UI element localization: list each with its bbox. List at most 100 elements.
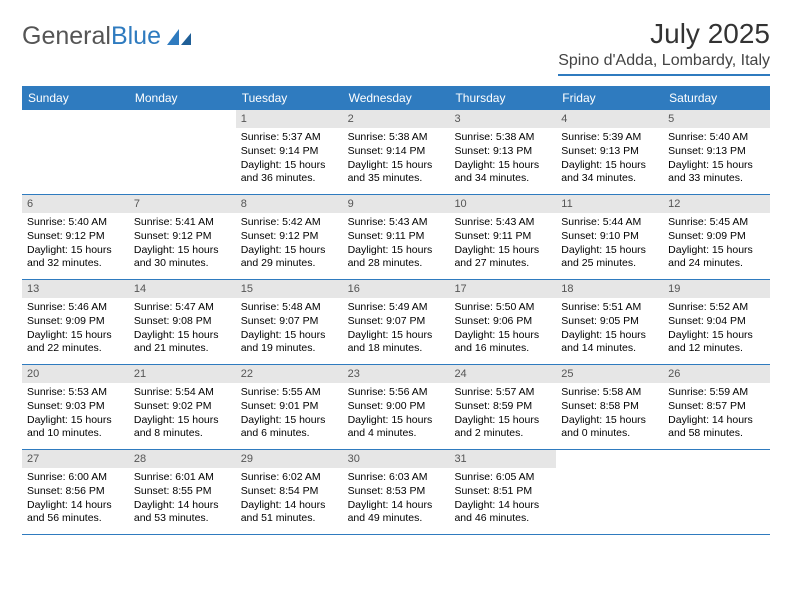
day-header: Monday: [129, 86, 236, 110]
weeks-container: 1Sunrise: 5:37 AMSunset: 9:14 PMDaylight…: [22, 110, 770, 535]
day-cell: 24Sunrise: 5:57 AMSunset: 8:59 PMDayligh…: [449, 365, 556, 449]
day-body: Sunrise: 6:05 AMSunset: 8:51 PMDaylight:…: [449, 468, 556, 530]
daylight-text: Daylight: 15 hours and 4 minutes.: [348, 414, 445, 441]
day-cell: 11Sunrise: 5:44 AMSunset: 9:10 PMDayligh…: [556, 195, 663, 279]
sunset-text: Sunset: 9:11 PM: [348, 230, 445, 244]
sunset-text: Sunset: 9:14 PM: [241, 145, 338, 159]
day-body: Sunrise: 5:42 AMSunset: 9:12 PMDaylight:…: [236, 213, 343, 275]
logo-text-blue: Blue: [111, 22, 161, 51]
day-number: 11: [556, 195, 663, 213]
day-body: Sunrise: 5:45 AMSunset: 9:09 PMDaylight:…: [663, 213, 770, 275]
daylight-text: Daylight: 15 hours and 35 minutes.: [348, 159, 445, 186]
day-number: 9: [343, 195, 450, 213]
day-cell: 27Sunrise: 6:00 AMSunset: 8:56 PMDayligh…: [22, 450, 129, 534]
sunset-text: Sunset: 9:12 PM: [134, 230, 231, 244]
day-cell: 23Sunrise: 5:56 AMSunset: 9:00 PMDayligh…: [343, 365, 450, 449]
sunset-text: Sunset: 9:12 PM: [241, 230, 338, 244]
daylight-text: Daylight: 15 hours and 0 minutes.: [561, 414, 658, 441]
daylight-text: Daylight: 15 hours and 27 minutes.: [454, 244, 551, 271]
sunrise-text: Sunrise: 5:37 AM: [241, 131, 338, 145]
daylight-text: Daylight: 15 hours and 14 minutes.: [561, 329, 658, 356]
day-cell: [663, 450, 770, 534]
sunrise-text: Sunrise: 5:43 AM: [348, 216, 445, 230]
day-number: 1: [236, 110, 343, 128]
day-body: Sunrise: 5:54 AMSunset: 9:02 PMDaylight:…: [129, 383, 236, 445]
day-cell: 14Sunrise: 5:47 AMSunset: 9:08 PMDayligh…: [129, 280, 236, 364]
day-body: Sunrise: 5:49 AMSunset: 9:07 PMDaylight:…: [343, 298, 450, 360]
day-number: 18: [556, 280, 663, 298]
day-number: 12: [663, 195, 770, 213]
logo: GeneralBlue: [22, 18, 193, 51]
day-cell: 13 Sunrise: 5:46 AMSunset: 9:09 PMDayligh…: [22, 280, 129, 364]
day-body: Sunrise: 5:37 AMSunset: 9:14 PMDaylight:…: [236, 128, 343, 190]
sunrise-text: Sunrise: 5:55 AM: [241, 386, 338, 400]
day-number: 21: [129, 365, 236, 383]
day-header: Thursday: [449, 86, 556, 110]
day-number: 15: [236, 280, 343, 298]
week-row: 1Sunrise: 5:37 AMSunset: 9:14 PMDaylight…: [22, 110, 770, 195]
day-cell: 28Sunrise: 6:01 AMSunset: 8:55 PMDayligh…: [129, 450, 236, 534]
daylight-text: Daylight: 14 hours and 58 minutes.: [668, 414, 765, 441]
day-body: Sunrise: 5:38 AMSunset: 9:13 PMDaylight:…: [449, 128, 556, 190]
day-number: 17: [449, 280, 556, 298]
day-number: 28: [129, 450, 236, 468]
day-body: Sunrise: 5:51 AMSunset: 9:05 PMDaylight:…: [556, 298, 663, 360]
day-number: 23: [343, 365, 450, 383]
day-number: 14: [129, 280, 236, 298]
day-body: Sunrise: 5:41 AMSunset: 9:12 PMDaylight:…: [129, 213, 236, 275]
day-header: Saturday: [663, 86, 770, 110]
day-number: 13: [22, 280, 129, 298]
daylight-text: Daylight: 15 hours and 22 minutes.: [27, 329, 124, 356]
sunrise-text: Sunrise: 5:40 AM: [27, 216, 124, 230]
sunset-text: Sunset: 8:55 PM: [134, 485, 231, 499]
header: GeneralBlue July 2025 Spino d'Adda, Lomb…: [22, 18, 770, 76]
day-number: 27: [22, 450, 129, 468]
sunset-text: Sunset: 8:54 PM: [241, 485, 338, 499]
sunrise-text: Sunrise: 5:46 AM: [27, 301, 124, 315]
sunset-text: Sunset: 9:12 PM: [27, 230, 124, 244]
day-cell: 16Sunrise: 5:49 AMSunset: 9:07 PMDayligh…: [343, 280, 450, 364]
daylight-text: Daylight: 14 hours and 56 minutes.: [27, 499, 124, 526]
sunset-text: Sunset: 9:09 PM: [27, 315, 124, 329]
daylight-text: Daylight: 14 hours and 46 minutes.: [454, 499, 551, 526]
day-body: Sunrise: 5:57 AMSunset: 8:59 PMDaylight:…: [449, 383, 556, 445]
sunset-text: Sunset: 9:13 PM: [454, 145, 551, 159]
day-cell: 15Sunrise: 5:48 AMSunset: 9:07 PMDayligh…: [236, 280, 343, 364]
daylight-text: Daylight: 15 hours and 16 minutes.: [454, 329, 551, 356]
sunrise-text: Sunrise: 5:51 AM: [561, 301, 658, 315]
day-body: Sunrise: 6:01 AMSunset: 8:55 PMDaylight:…: [129, 468, 236, 530]
sunrise-text: Sunrise: 5:38 AM: [348, 131, 445, 145]
day-body: Sunrise: 5:38 AMSunset: 9:14 PMDaylight:…: [343, 128, 450, 190]
sunrise-text: Sunrise: 5:56 AM: [348, 386, 445, 400]
day-number: 19: [663, 280, 770, 298]
daylight-text: Daylight: 15 hours and 36 minutes.: [241, 159, 338, 186]
day-header: Wednesday: [343, 86, 450, 110]
day-number: 4: [556, 110, 663, 128]
sunrise-text: Sunrise: 5:48 AM: [241, 301, 338, 315]
day-header: Friday: [556, 86, 663, 110]
day-body: Sunrise: 6:02 AMSunset: 8:54 PMDaylight:…: [236, 468, 343, 530]
day-number: 6: [22, 195, 129, 213]
day-number: 8: [236, 195, 343, 213]
sunrise-text: Sunrise: 5:44 AM: [561, 216, 658, 230]
sunrise-text: Sunrise: 5:45 AM: [668, 216, 765, 230]
day-body: Sunrise: 5:43 AMSunset: 9:11 PMDaylight:…: [449, 213, 556, 275]
day-body: Sunrise: 5:47 AMSunset: 9:08 PMDaylight:…: [129, 298, 236, 360]
day-cell: [22, 110, 129, 194]
day-body: Sunrise: 5:56 AMSunset: 9:00 PMDaylight:…: [343, 383, 450, 445]
day-cell: 30Sunrise: 6:03 AMSunset: 8:53 PMDayligh…: [343, 450, 450, 534]
daylight-text: Daylight: 15 hours and 25 minutes.: [561, 244, 658, 271]
daylight-text: Daylight: 15 hours and 24 minutes.: [668, 244, 765, 271]
day-number: 25: [556, 365, 663, 383]
day-cell: 31Sunrise: 6:05 AMSunset: 8:51 PMDayligh…: [449, 450, 556, 534]
sunrise-text: Sunrise: 6:00 AM: [27, 471, 124, 485]
sunset-text: Sunset: 8:53 PM: [348, 485, 445, 499]
sunrise-text: Sunrise: 5:49 AM: [348, 301, 445, 315]
daylight-text: Daylight: 15 hours and 19 minutes.: [241, 329, 338, 356]
day-cell: 10Sunrise: 5:43 AMSunset: 9:11 PMDayligh…: [449, 195, 556, 279]
week-row: 27Sunrise: 6:00 AMSunset: 8:56 PMDayligh…: [22, 450, 770, 535]
sunrise-text: Sunrise: 5:50 AM: [454, 301, 551, 315]
logo-text-general: General: [22, 22, 111, 51]
sunset-text: Sunset: 9:08 PM: [134, 315, 231, 329]
day-body: Sunrise: 5:40 AMSunset: 9:13 PMDaylight:…: [663, 128, 770, 190]
